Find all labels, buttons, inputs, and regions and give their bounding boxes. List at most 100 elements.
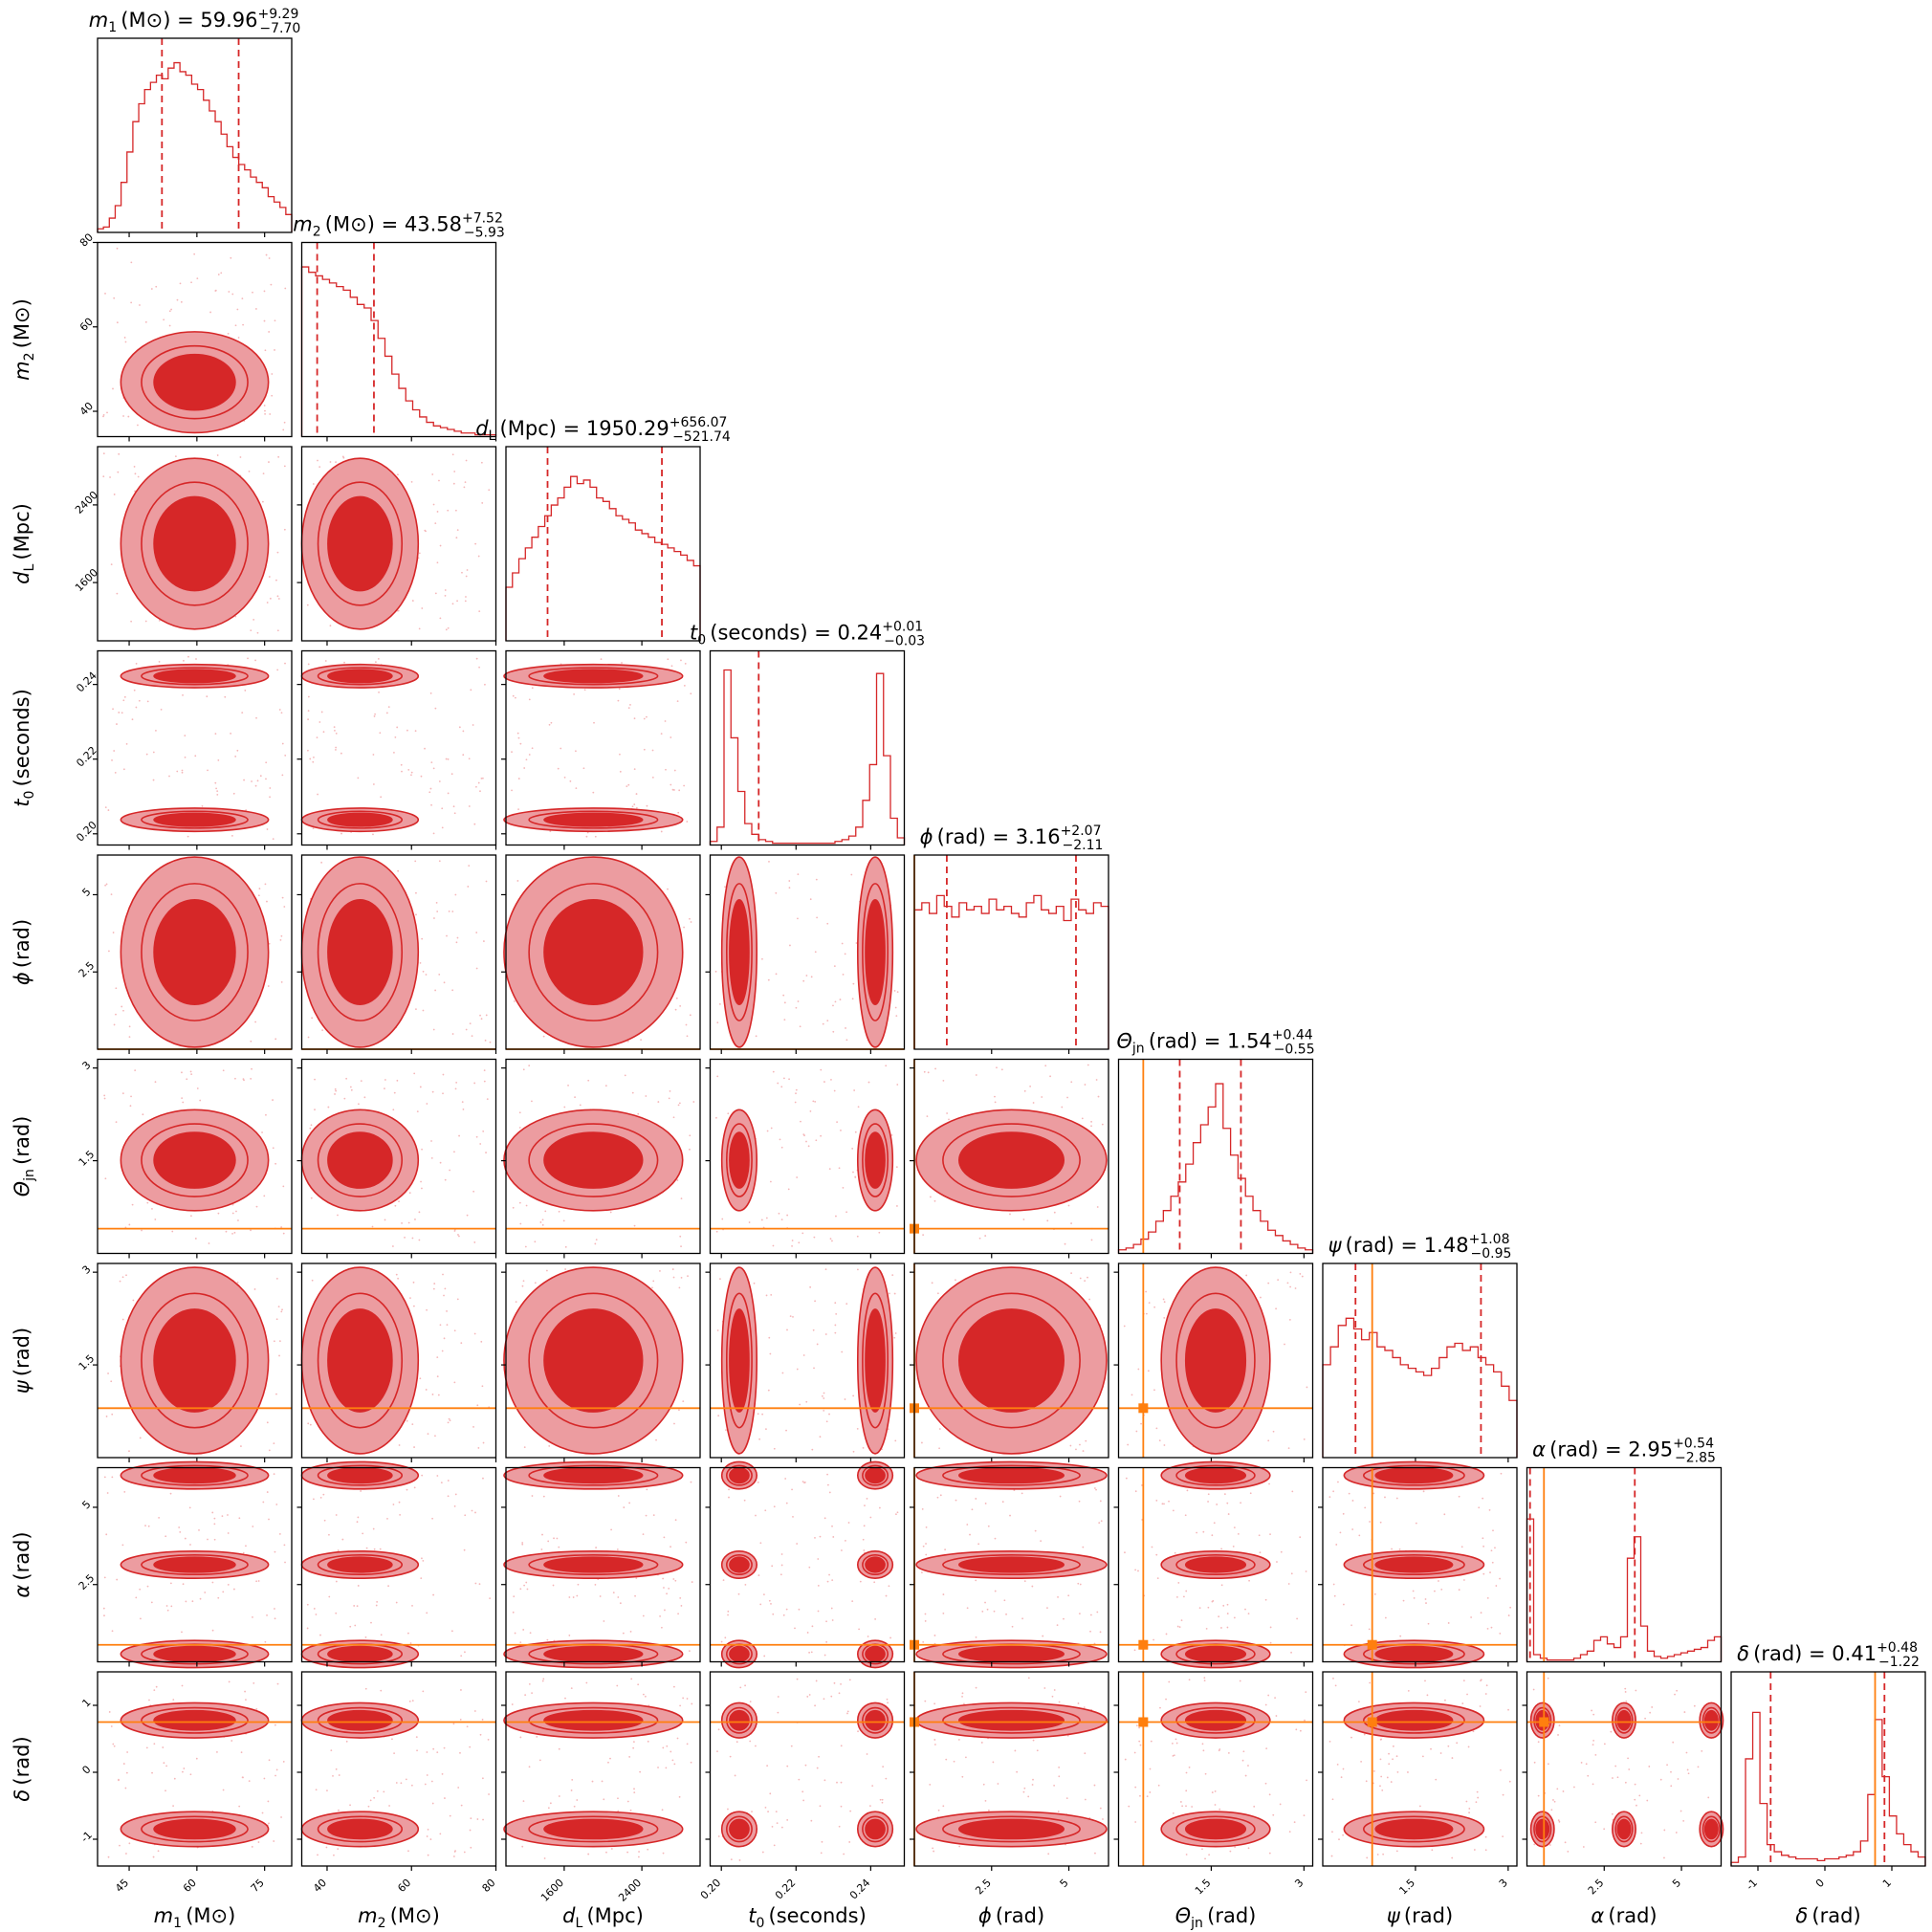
scatter-point: [771, 1565, 774, 1568]
scatter-point: [109, 476, 111, 478]
density-contour-inner: [729, 1709, 750, 1731]
scatter-point: [1001, 1501, 1004, 1504]
scatter-point: [1253, 1805, 1256, 1808]
scatter-point: [619, 770, 622, 773]
scatter-point: [1395, 1497, 1398, 1500]
scatter-point: [236, 1281, 239, 1284]
scatter-point: [406, 729, 408, 732]
scatter-point: [1099, 1631, 1102, 1634]
scatter-point: [1488, 1508, 1491, 1511]
scatter-point: [1202, 1749, 1205, 1752]
scatter-point: [283, 1544, 286, 1547]
scatter-point: [1183, 1595, 1185, 1598]
scatter-point: [488, 489, 491, 492]
scatter-point: [600, 658, 603, 661]
scatter-point: [814, 1300, 816, 1303]
x-tick-label: 2.5: [1586, 1877, 1607, 1898]
scatter-point: [1053, 1211, 1056, 1214]
scatter-point: [1508, 1780, 1511, 1783]
scatter-point: [1482, 1497, 1484, 1500]
scatter-point: [440, 1482, 443, 1484]
scatter-point: [628, 1756, 631, 1758]
scatter-point: [233, 1231, 236, 1234]
panel-frame: [709, 1058, 906, 1255]
scatter-point: [1064, 1242, 1066, 1245]
y-tick-label: 5: [79, 1498, 93, 1511]
scatter-point: [128, 1450, 130, 1453]
panel-frame: [913, 1671, 1109, 1867]
scatter-point: [1061, 1106, 1064, 1109]
scatter-point: [410, 771, 413, 774]
scatter-point: [829, 1238, 832, 1240]
scatter-point: [444, 1797, 446, 1799]
scatter-point: [938, 1428, 941, 1430]
scatter-point: [451, 1033, 454, 1035]
scatter-point: [1646, 1799, 1649, 1802]
scatter-point: [459, 1751, 461, 1754]
scatter-point: [882, 1766, 885, 1767]
scatter-point: [814, 1537, 816, 1539]
scatter-point: [874, 1618, 877, 1620]
panel-m1-phi: 2.55: [77, 854, 293, 1054]
scatter-point: [242, 1078, 245, 1081]
scatter-point: [116, 592, 119, 595]
scatter-point: [1379, 1758, 1382, 1761]
scatter-point: [758, 1438, 761, 1440]
scatter-point: [1101, 1123, 1104, 1126]
scatter-point: [1304, 1719, 1306, 1722]
panel-t0-psi: [705, 1262, 906, 1462]
scatter-point: [790, 1745, 793, 1747]
scatter-point: [1241, 1759, 1244, 1762]
scatter-point: [549, 1802, 552, 1805]
scatter-point: [1407, 1689, 1410, 1692]
scatter-point: [864, 1504, 866, 1506]
panel-m2-phi: [296, 854, 497, 1054]
scatter-point: [715, 1116, 717, 1119]
scatter-point: [836, 1781, 838, 1784]
scatter-point: [626, 1851, 629, 1854]
panel-frame: [97, 854, 293, 1050]
scatter-point: [886, 1698, 889, 1701]
scatter-point: [1102, 1818, 1104, 1820]
scatter-point: [583, 689, 586, 692]
scatter-point: [1440, 1588, 1443, 1591]
scatter-point: [317, 1854, 318, 1856]
scatter-point: [436, 561, 439, 564]
scatter-point: [1066, 1096, 1068, 1099]
scatter-point: [1066, 1734, 1069, 1737]
scatter-point: [312, 760, 315, 763]
scatter-point: [235, 1210, 237, 1213]
scatter-point: [1124, 1551, 1126, 1554]
scatter-point: [541, 1223, 544, 1226]
scatter-point: [335, 1767, 338, 1770]
scatter-point: [480, 1018, 483, 1021]
scatter-point: [815, 1680, 818, 1682]
panel-frame: [300, 649, 497, 846]
scatter-point: [678, 1795, 681, 1798]
scatter-point: [759, 1542, 762, 1545]
scatter-point: [276, 595, 279, 598]
scatter-point: [1338, 1838, 1340, 1841]
scatter-point: [673, 1763, 676, 1766]
scatter-point: [350, 1088, 353, 1091]
scatter-point: [1201, 1743, 1204, 1745]
scatter-point: [1644, 1717, 1647, 1720]
scatter-point: [799, 1025, 801, 1028]
scatter-point: [1172, 1509, 1175, 1512]
scatter-point: [245, 1545, 247, 1548]
scatter-point: [380, 1689, 383, 1692]
scatter-point: [840, 1745, 843, 1747]
scatter-point: [309, 1423, 312, 1426]
scatter-point: [1226, 1502, 1229, 1504]
scatter-point: [430, 1780, 433, 1783]
scatter-point: [384, 1079, 386, 1081]
scatter-point: [773, 1844, 776, 1847]
scatter-point: [131, 1203, 134, 1206]
scatter-point: [459, 1719, 462, 1721]
axis-label-t0: t0 (seconds): [11, 689, 37, 807]
scatter-point: [651, 749, 654, 752]
scatter-point: [179, 1530, 182, 1533]
scatter-point: [269, 597, 272, 600]
scatter-point: [1299, 1273, 1302, 1275]
scatter-point: [353, 1605, 356, 1607]
